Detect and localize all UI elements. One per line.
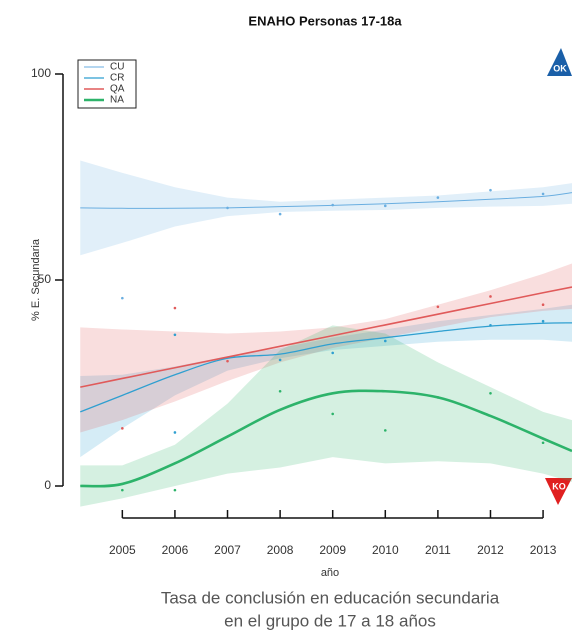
ko-badge xyxy=(545,478,572,505)
fit-line xyxy=(80,389,572,488)
data-point xyxy=(173,333,177,337)
confidence-band xyxy=(80,304,572,458)
data-point xyxy=(541,441,545,445)
caption: Tasa de conclusión en educación secundar… xyxy=(161,588,500,607)
data-point xyxy=(436,305,440,309)
data-point xyxy=(383,204,387,208)
data-point xyxy=(541,319,545,323)
x-tick-label: 2006 xyxy=(162,543,189,557)
x-tick-label: 2007 xyxy=(214,543,241,557)
x-tick-label: 2008 xyxy=(267,543,294,557)
confidence-band xyxy=(80,263,572,433)
x-tick-label: 2011 xyxy=(425,543,451,557)
data-point xyxy=(173,431,177,434)
data-point xyxy=(331,203,335,207)
x-tick-label: 2013 xyxy=(530,543,557,557)
data-point xyxy=(278,358,282,362)
data-point xyxy=(489,324,492,327)
data-point xyxy=(383,339,387,343)
data-point xyxy=(383,429,387,432)
data-point xyxy=(278,212,282,216)
legend-label: CR xyxy=(110,73,124,84)
data-point xyxy=(121,296,124,300)
data-point xyxy=(226,359,229,363)
data-point xyxy=(331,351,335,355)
x-tick-label: 2010 xyxy=(372,543,399,557)
data-point xyxy=(541,303,545,307)
data-point xyxy=(278,389,282,393)
x-tick-label: 2009 xyxy=(319,543,346,557)
y-axis-label: % E. Secundaria xyxy=(30,238,42,321)
legend-label: QA xyxy=(110,84,125,95)
data-point xyxy=(489,188,492,192)
data-point xyxy=(121,488,124,492)
data-point xyxy=(121,427,124,430)
x-tick-label: 2012 xyxy=(477,543,504,557)
confidence-band xyxy=(80,160,572,256)
y-tick-label: 100 xyxy=(31,66,51,80)
fit-line xyxy=(80,322,572,413)
data-point xyxy=(436,396,440,399)
ko-badge-label: KO xyxy=(552,481,566,491)
y-tick-label: 0 xyxy=(44,478,51,492)
ok-badge xyxy=(547,48,572,76)
data-point xyxy=(226,206,229,210)
data-point xyxy=(173,306,177,310)
caption: en el grupo de 17 a 18 años xyxy=(224,611,436,630)
confidence-band xyxy=(80,325,572,507)
data-point xyxy=(541,192,545,196)
data-point xyxy=(173,488,177,492)
fit-line xyxy=(80,286,572,388)
chart-title: ENAHO Personas 17-18a xyxy=(248,13,402,28)
ok-badge-label: OK xyxy=(553,63,567,73)
data-point xyxy=(489,295,492,298)
data-point xyxy=(331,412,335,416)
x-axis-label: año xyxy=(321,567,339,579)
data-point xyxy=(489,392,492,395)
x-tick-label: 2005 xyxy=(109,543,136,557)
legend-label: NA xyxy=(110,95,124,106)
data-point xyxy=(436,196,440,199)
legend-label: CU xyxy=(110,62,124,73)
y-tick-label: 50 xyxy=(38,272,52,286)
